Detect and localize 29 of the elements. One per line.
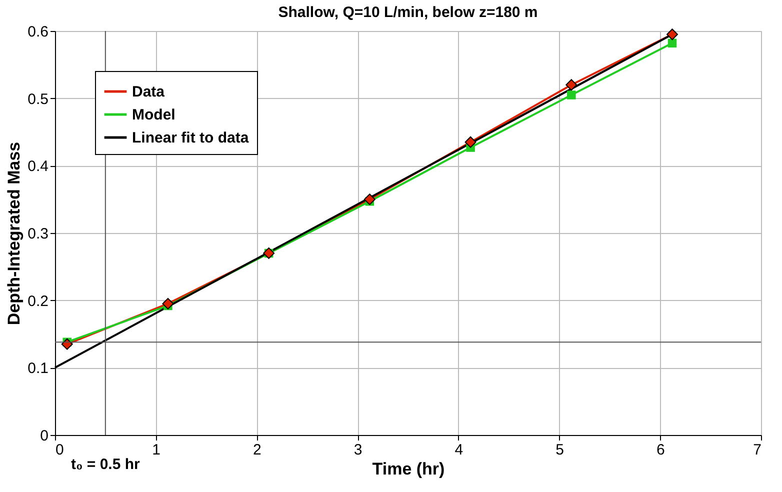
x-tick-label: 4 — [454, 442, 464, 458]
point — [162, 298, 174, 310]
legend-label: Model — [132, 106, 176, 124]
point — [567, 90, 576, 100]
x-axis-title: Time (hr) — [372, 460, 445, 478]
point — [668, 38, 677, 48]
x-tick-label: 0 — [56, 442, 64, 458]
ref-line-label: t₀ = 0.5 hr — [70, 456, 140, 473]
y-tick-label: 0.4 — [28, 158, 48, 176]
legend-label: Linear fit to data — [132, 130, 250, 146]
y-axis-title: Depth-Integrated Mass — [4, 142, 24, 326]
chart-title: Shallow, Q=10 L/min, below z=180 m — [278, 4, 538, 21]
legend-label: Data — [132, 84, 166, 100]
x-tick-label: 3 — [354, 442, 362, 458]
x-tick-label: 7 — [753, 442, 762, 458]
x-tick-label: 5 — [556, 442, 564, 458]
point — [666, 28, 678, 40]
x-tick-label: 2 — [253, 442, 262, 458]
point — [364, 194, 376, 206]
x-tick-label: 6 — [656, 442, 665, 458]
y-tick-label: 0.3 — [28, 226, 48, 242]
point — [566, 79, 578, 91]
y-tick-label: 0.5 — [28, 90, 48, 108]
y-tick-label: 0.6 — [28, 24, 48, 40]
point — [464, 136, 476, 148]
y-tick-label: 0.2 — [28, 292, 48, 310]
y-tick-label: 0 — [40, 428, 48, 444]
x-tick-label: 1 — [152, 442, 161, 458]
y-tick-label: 0.1 — [28, 360, 48, 378]
